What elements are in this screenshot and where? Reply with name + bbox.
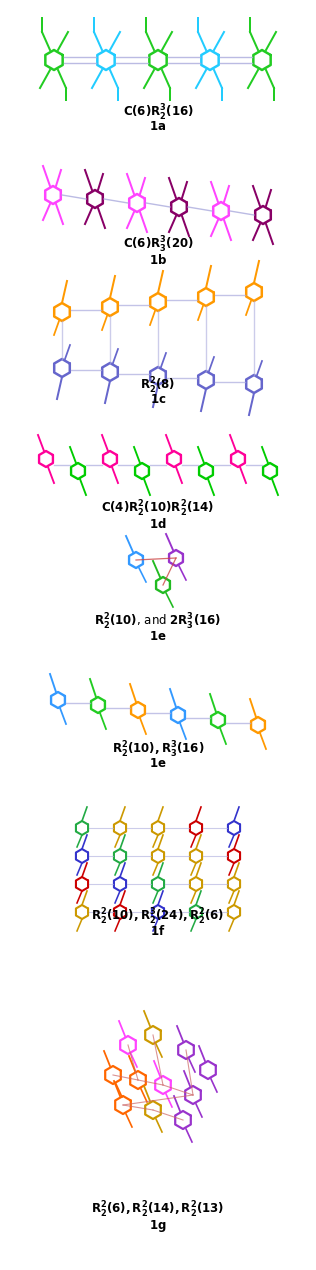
Text: $\mathbf{1a}$: $\mathbf{1a}$ (149, 119, 167, 133)
Text: $\mathbf{C(4)}$$\mathbf{R_2^2}$$\mathbf{(10)}$$\mathbf{R_2^2}$$\mathbf{(14)}$: $\mathbf{C(4)}$$\mathbf{R_2^2}$$\mathbf{… (101, 499, 215, 519)
Text: $\mathbf{R_2^2}$$\mathbf{(6), }$$\mathbf{R_2^2}$$\mathbf{(14), }$$\mathbf{R_2^2}: $\mathbf{R_2^2}$$\mathbf{(6), }$$\mathbf… (91, 1200, 225, 1220)
Text: $\mathbf{C(6)}$$\mathbf{R_3^3}$$\mathbf{(20)}$: $\mathbf{C(6)}$$\mathbf{R_3^3}$$\mathbf{… (123, 235, 193, 255)
Text: $\mathbf{1f}$: $\mathbf{1f}$ (150, 925, 166, 939)
Text: $\mathbf{1c}$: $\mathbf{1c}$ (150, 392, 166, 406)
Text: $\mathbf{1d}$: $\mathbf{1d}$ (149, 517, 167, 531)
Text: $\mathbf{R_2^2}$$\mathbf{(10),}$$\mathbf{R_2^3}$$\mathbf{(24),}$$\mathbf{R_2^2}$: $\mathbf{R_2^2}$$\mathbf{(10),}$$\mathbf… (91, 907, 225, 927)
Text: $\mathbf{1b}$: $\mathbf{1b}$ (149, 253, 167, 267)
Text: $\mathbf{1e}$: $\mathbf{1e}$ (149, 630, 167, 643)
Text: $\mathbf{C(6)}$$\mathbf{R_2^3}$$\mathbf{(16)}$: $\mathbf{C(6)}$$\mathbf{R_2^3}$$\mathbf{… (123, 103, 193, 123)
Text: $\mathbf{1e}$: $\mathbf{1e}$ (149, 757, 167, 770)
Text: $\mathbf{R_2^2}$$\mathbf{(8)}$: $\mathbf{R_2^2}$$\mathbf{(8)}$ (140, 376, 176, 396)
Text: $\mathbf{R_2^2}$$\mathbf{(10),}$$\mathbf{R_3^3}$$\mathbf{(16)}$: $\mathbf{R_2^2}$$\mathbf{(10),}$$\mathbf… (112, 740, 204, 761)
Text: $\mathbf{1g}$: $\mathbf{1g}$ (149, 1218, 167, 1234)
Text: $\mathbf{R_2^2}$$\mathbf{(10)}$, and $\mathbf{2}$$\mathbf{R_3^3}$$\mathbf{(16)}$: $\mathbf{R_2^2}$$\mathbf{(10)}$, and $\m… (94, 612, 222, 632)
